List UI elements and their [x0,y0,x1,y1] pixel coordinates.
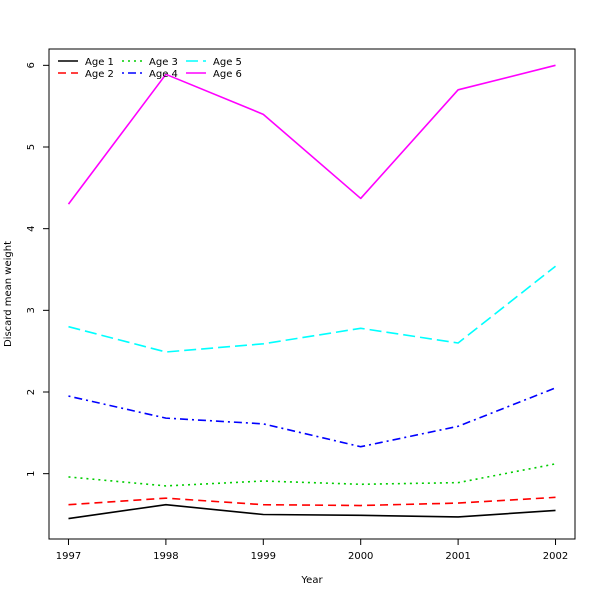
y-tick-label: 2 [26,389,37,395]
y-tick-label: 4 [26,225,37,231]
y-tick-label: 1 [26,470,37,476]
x-axis-label: Year [300,575,323,586]
y-axis: 1 2 3 4 5 6 [26,62,49,477]
y-axis-label: Discard mean weight [3,241,14,347]
x-tick-label: 2002 [543,551,568,562]
y-tick-label: 6 [26,62,37,68]
series-line-age-5 [68,265,557,353]
series-line-age-4 [68,387,556,448]
series-line-age-1 [68,503,556,520]
legend-label: Age 2 [85,69,114,80]
y-tick-label: 3 [26,307,37,313]
x-tick-label: 2000 [348,551,373,562]
x-tick-label: 1999 [251,551,276,562]
series-line-age-6 [67,64,556,205]
legend-label: Age 3 [149,57,178,68]
legend-label: Age 1 [85,57,114,68]
x-tick-label: 1998 [153,551,178,562]
x-tick-label: 1997 [56,551,81,562]
y-tick-label: 5 [26,144,37,150]
series-line-age-3 [68,463,556,487]
x-tick-label: 2001 [445,551,470,562]
legend-label: Age 5 [213,57,242,68]
series-line-age-2 [68,496,556,507]
series-layer [67,64,557,520]
legend-label: Age 6 [213,69,242,80]
legend-label: Age 4 [149,69,178,80]
plot-frame [48,48,576,540]
x-axis: 1997 1998 1999 2000 2001 2002 [56,539,568,562]
